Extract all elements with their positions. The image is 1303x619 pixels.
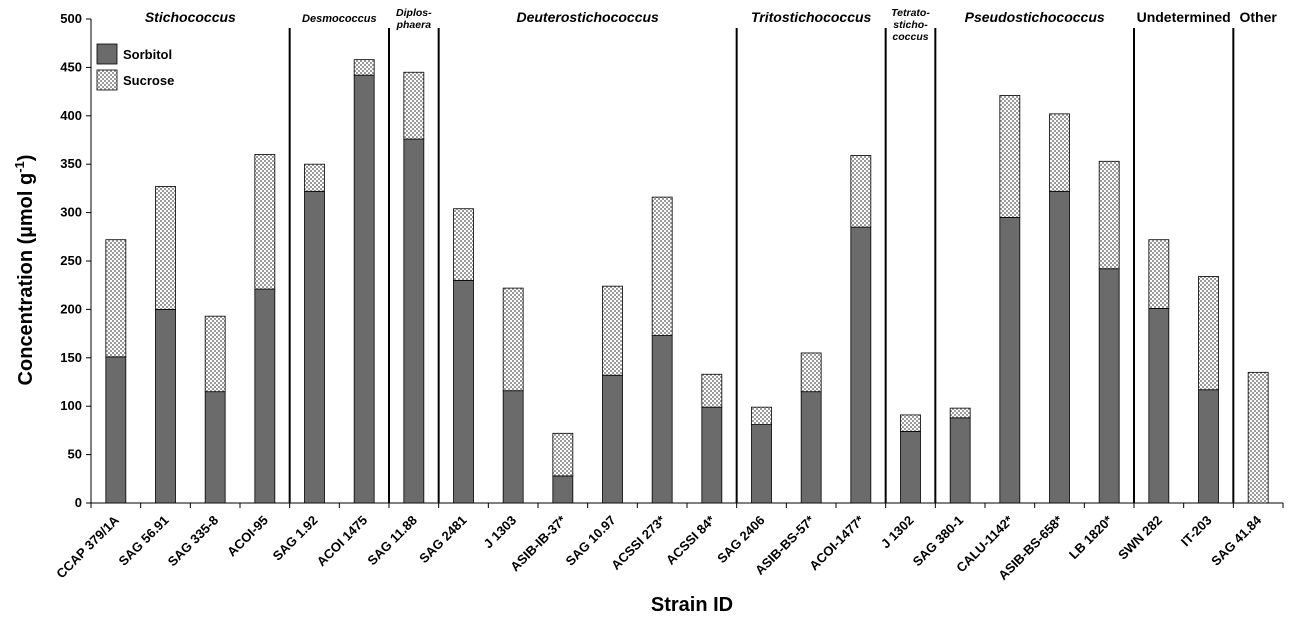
y-tick-label: 350 [60,156,82,171]
bar-sorbitol [850,226,872,504]
x-category-label: ACOI-1477* [806,512,867,573]
bar-sucrose [552,432,574,477]
bar-sucrose [999,95,1021,218]
group-label: Tetrato- [891,7,930,19]
y-tick-label: 300 [60,205,82,220]
legend-label-sucrose: Sucrose [123,73,174,88]
bar-sorbitol [105,356,127,504]
bar-sucrose [1198,276,1219,391]
x-category-label: ACOI-95 [224,513,271,560]
group-label: Diplos- [396,7,432,19]
group-label: sticho- [893,19,928,31]
bar-sorbitol [900,430,921,504]
x-category-label: SAG 2481 [416,513,470,567]
y-tick-label: 400 [60,108,82,123]
x-category-label: SWN 282 [1115,513,1165,563]
bar-sucrose [949,407,971,419]
x-category-label: ACSSI 84* [663,512,719,568]
group-label: Other [1239,9,1277,25]
bar-sucrose [900,414,921,432]
x-category-label: SAG 11.88 [364,513,420,569]
x-category-label: SAG 335-8 [165,513,222,570]
x-category-label: SAG 56.91 [116,513,172,569]
y-axis-title: Concentration (µmol g-1) [12,155,37,386]
bar-sucrose [155,186,176,310]
bar-sorbitol [254,288,276,504]
bar-sucrose [204,315,226,393]
bar-sorbitol [1198,389,1219,504]
x-axis-title: Strain ID [651,594,733,616]
legend-swatch-sucrose [96,69,118,91]
bar-sucrose [304,163,325,192]
y-axis-title-superscript: -1 [12,161,27,173]
bar-sorbitol [403,138,425,504]
legend-swatch-sorbitol [96,43,118,65]
group-label: Stichococcus [145,9,236,25]
bar-sucrose [800,352,822,393]
y-tick-label: 100 [60,398,82,413]
x-category-label: ACSSI 273* [608,512,669,573]
bar-sorbitol [552,475,574,504]
bar-sucrose [651,196,673,336]
bar-sucrose [1148,239,1170,309]
bar-sucrose [254,154,276,290]
bar-sucrose [453,208,474,281]
bar-sorbitol [701,406,723,504]
bar-sucrose [1247,371,1269,504]
group-label: Tritostichococcus [751,9,872,25]
group-label: Undetermined [1137,9,1231,25]
bar-sorbitol [353,74,375,504]
y-tick-label: 150 [60,350,82,365]
bar-sorbitol [999,217,1021,504]
bar-sucrose [701,373,723,408]
y-tick-label: 0 [75,495,82,510]
y-tick-label: 500 [60,11,82,26]
x-category-label: CCAP 379/1A [53,512,122,581]
bar-sucrose [1098,160,1120,270]
y-axis-title-main: Concentration (µmol g [15,173,37,386]
group-label: Pseudostichococcus [965,9,1105,25]
bar-sorbitol [204,391,226,504]
bar-sorbitol [651,335,673,504]
bar-sucrose [602,285,623,376]
bar-sorbitol [304,190,325,504]
bar-sorbitol [1148,308,1170,504]
x-category-label: J 1302 [878,513,917,552]
bar-sucrose [502,287,524,392]
x-category-label: SAG 2406 [714,513,768,567]
bar-sorbitol [453,279,474,504]
group-label: coccus [892,31,928,43]
bar-sucrose [751,406,772,425]
x-category-label: J 1303 [481,513,520,552]
bar-sorbitol [949,417,971,504]
bar-sucrose [850,155,872,228]
bar-sorbitol [1049,190,1070,504]
bar-sorbitol [1098,268,1120,504]
x-category-label: SAG 41.84 [1208,512,1265,569]
y-tick-label: 50 [68,447,82,462]
bar-sorbitol [602,374,623,504]
y-tick-label: 450 [60,59,82,74]
bar-sucrose [1049,113,1070,192]
legend-label-sorbitol: Sorbitol [123,47,172,62]
bar-sorbitol [751,424,772,504]
bar-sorbitol [502,390,524,504]
group-label: Deuterostichococcus [516,9,659,25]
group-label: phaera [396,19,432,31]
x-category-label: LB 1820* [1066,512,1116,562]
bar-sucrose [105,239,127,358]
bar-sorbitol [800,391,822,504]
x-category-label: IT-203 [1178,513,1215,550]
y-axis-title-close: ) [15,155,37,162]
x-category-label: SAG 1.92 [270,513,321,564]
y-tick-label: 200 [60,301,82,316]
group-label: Desmococcus [302,13,377,25]
x-category-label: ACOI 1475 [314,513,371,570]
bar-sucrose [403,71,425,140]
y-tick-label: 250 [60,253,82,268]
bar-sorbitol [155,308,176,504]
bar-sucrose [353,59,375,76]
